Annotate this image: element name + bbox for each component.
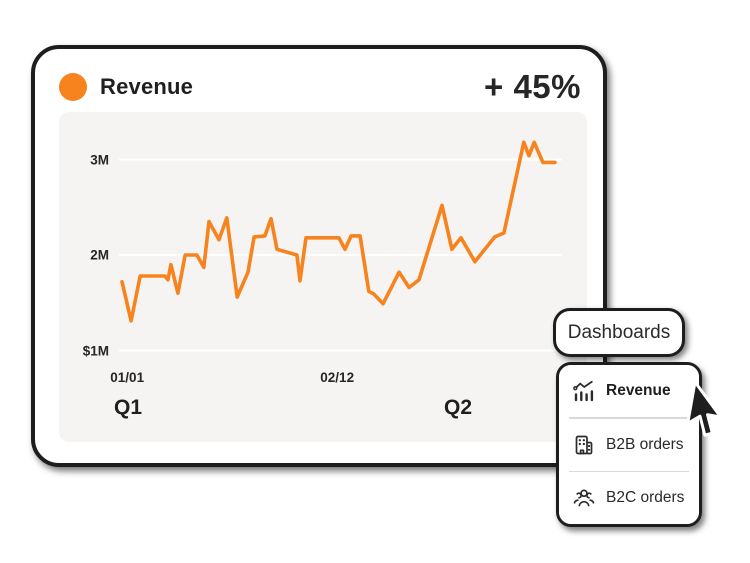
delta-badge: + 45% bbox=[484, 68, 581, 105]
quarter-label-q1: Q1 bbox=[114, 396, 143, 419]
menu-divider bbox=[569, 417, 689, 419]
revenue-line-chart: 3M 2M $1M 01/01 02/12 Q1 Q2 bbox=[59, 112, 587, 442]
bar-chart-trend-icon bbox=[573, 380, 594, 402]
menu-item-label: B2C orders bbox=[606, 489, 685, 506]
menu-item-label: Revenue bbox=[606, 382, 671, 399]
y-axis-tick-1m: $1M bbox=[82, 343, 109, 358]
menu-item-b2b-orders[interactable]: B2B orders bbox=[559, 418, 699, 471]
dashboards-menu: Revenue B2B orders bbox=[556, 362, 702, 527]
menu-item-b2c-orders[interactable]: B2C orders bbox=[559, 472, 699, 524]
card-title: Revenue bbox=[100, 74, 194, 99]
revenue-legend-dot-icon bbox=[59, 73, 87, 101]
menu-divider bbox=[569, 470, 689, 472]
y-axis-tick-3m: 3M bbox=[90, 152, 109, 167]
building-icon bbox=[575, 435, 593, 454]
quarter-label-q2: Q2 bbox=[443, 396, 473, 419]
menu-item-revenue[interactable]: Revenue bbox=[559, 365, 699, 417]
revenue-card: Revenue + 45% 3M 2M $1M 01/01 02/12 Q1 Q… bbox=[31, 45, 607, 467]
card-header: Revenue + 45% bbox=[59, 66, 581, 108]
y-axis-tick-2m: 2M bbox=[90, 247, 109, 263]
x-axis-tick-0212: 02/12 bbox=[320, 370, 355, 385]
dashboards-button[interactable]: Dashboards bbox=[553, 308, 685, 357]
chart-plot-area bbox=[119, 140, 562, 352]
x-axis-tick-0101: 01/01 bbox=[110, 370, 145, 385]
people-group-icon bbox=[573, 489, 595, 507]
menu-item-label: B2B orders bbox=[606, 435, 684, 453]
